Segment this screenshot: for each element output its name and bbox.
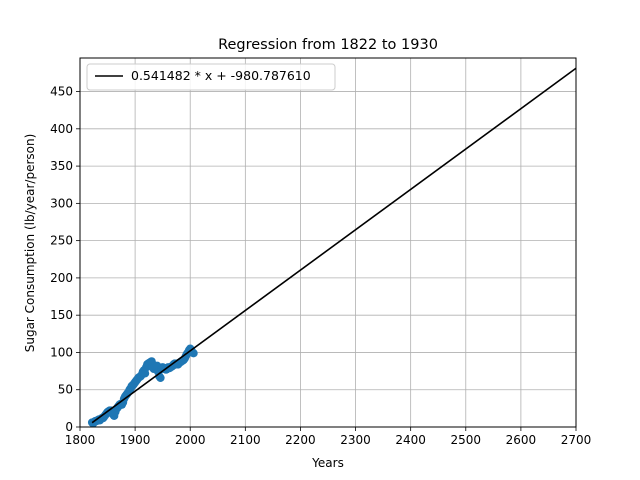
x-tick-label: 2200 — [285, 433, 316, 447]
x-tick-label: 1900 — [120, 433, 151, 447]
x-tick-label: 2300 — [340, 433, 371, 447]
y-axis-ticks: 0 50 100 150 200 250 300 350 400 450 — [50, 85, 80, 434]
x-tick-label: 1800 — [65, 433, 96, 447]
x-tick-label: 2600 — [506, 433, 537, 447]
data-point — [189, 349, 198, 358]
legend-entry: 0.541482 * x + -980.787610 — [131, 68, 311, 83]
x-axis-label: Years — [311, 456, 344, 470]
y-tick-label: 150 — [50, 308, 73, 322]
data-point — [156, 373, 165, 382]
chart-title: Regression from 1822 to 1930 — [218, 37, 438, 53]
regression-line-group — [91, 67, 577, 424]
y-tick-label: 450 — [50, 85, 73, 99]
x-tick-label: 2400 — [395, 433, 426, 447]
y-axis-label: Sugar Consumption (lb/year/person) — [23, 134, 37, 353]
x-axis-ticks: 1800 1900 2000 2100 2200 2300 2400 2500 2600 2700 — [65, 427, 592, 447]
y-tick-label: 100 — [50, 345, 73, 359]
regression-line — [91, 67, 577, 424]
y-tick-label: 0 — [65, 420, 73, 434]
y-tick-label: 400 — [50, 122, 73, 136]
y-tick-label: 300 — [50, 196, 73, 210]
x-tick-label: 2100 — [230, 433, 261, 447]
y-tick-label: 50 — [58, 383, 73, 397]
x-tick-label: 2700 — [561, 433, 592, 447]
y-tick-label: 250 — [50, 234, 73, 248]
plot-frame — [79, 57, 577, 428]
y-tick-label: 200 — [50, 271, 73, 285]
y-tick-label: 350 — [50, 159, 73, 173]
legend-box — [86, 63, 336, 91]
legend: 0.541482 * x + -980.787610 — [86, 63, 336, 91]
x-tick-label: 2000 — [175, 433, 206, 447]
x-tick-label: 2500 — [451, 433, 482, 447]
